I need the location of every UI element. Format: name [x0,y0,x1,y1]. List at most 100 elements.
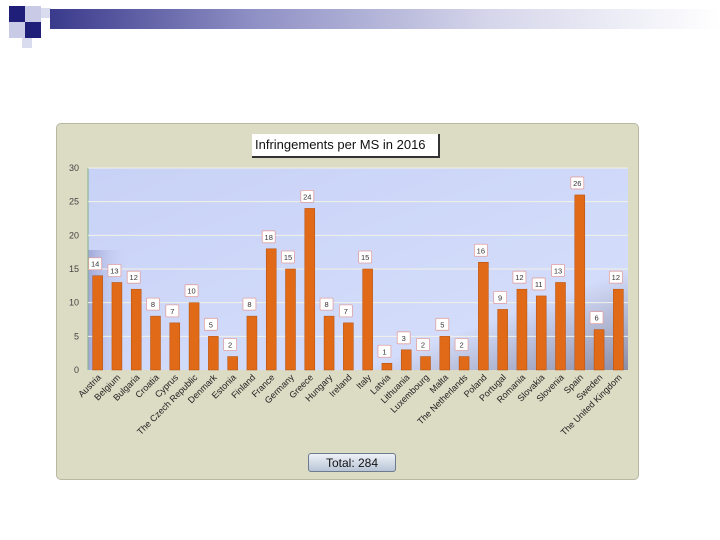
data-label-box [242,297,257,311]
deco-square [25,6,41,22]
data-label: 16 [477,246,485,255]
bar [535,295,547,371]
header-gradient-bar [50,9,720,29]
data-label-box [126,270,141,284]
bar [458,356,470,371]
data-label-box [107,264,122,277]
data-label-box [377,344,392,358]
bar [400,349,412,371]
data-label-box [473,243,488,257]
data-label: 12 [515,273,523,282]
bar [265,248,277,371]
data-label-box [281,250,295,264]
data-label-box [416,338,430,351]
bar [169,322,181,371]
data-label: 2 [228,341,232,350]
data-label: 6 [594,314,598,323]
data-label-box [165,304,180,318]
bar [188,302,200,371]
y-tick-label: 20 [69,230,79,240]
bar [555,282,566,371]
data-label: 24 [303,192,311,201]
data-label-box [570,176,585,190]
data-label: 10 [187,287,195,296]
data-label: 8 [151,300,155,309]
deco-square [41,8,51,18]
data-label-box [146,297,160,311]
data-label-box [531,277,546,291]
bar [362,268,373,371]
y-tick-label: 30 [69,163,79,173]
data-label-box [493,290,508,304]
bar [343,322,354,371]
data-label: 8 [247,300,251,309]
bar [227,356,238,371]
data-label-box [512,270,527,284]
deco-square [9,6,25,22]
data-label-box [589,311,604,325]
data-label-box [396,331,411,345]
bar [150,315,161,371]
data-label: 7 [170,307,174,316]
bar [208,336,219,371]
total-badge: Total: 284 [308,453,396,472]
data-label: 26 [573,179,581,188]
bar [593,329,605,371]
y-tick-label: 5 [74,331,79,341]
data-label: 3 [402,334,406,343]
bar [420,356,431,371]
y-tick-label: 0 [74,365,79,375]
bar [323,315,335,371]
data-label-box [608,270,623,284]
data-label-box [88,257,103,271]
y-tick-label: 25 [69,197,79,207]
y-tick-label: 15 [69,264,79,274]
data-label: 12 [130,273,138,282]
bar [304,208,316,371]
bar [516,288,528,371]
bar [497,309,508,371]
data-label: 13 [110,266,118,275]
data-label: 18 [265,233,273,242]
bar [246,315,258,371]
bar [92,275,103,371]
bar [285,268,296,371]
data-label: 1 [382,347,386,356]
deco-square [9,22,25,38]
chart-title: Infringements per MS in 2016 [252,134,440,158]
data-label-box [319,297,334,311]
data-label-box [203,317,218,331]
data-label-box [338,304,353,318]
bar [111,282,123,371]
y-tick-label: 10 [69,298,79,308]
data-label-box [358,250,373,264]
bar [574,194,586,371]
bar [439,336,451,371]
data-label: 15 [361,253,369,262]
deco-square [25,22,41,38]
data-label: 2 [421,341,425,350]
data-label: 13 [554,266,562,275]
data-label: 2 [459,341,463,350]
data-label-box [184,284,199,298]
data-label: 15 [284,253,292,262]
data-label: 7 [344,307,348,316]
data-label: 9 [498,293,502,302]
bar [478,262,489,371]
bar [613,288,624,371]
data-label: 12 [612,273,620,282]
data-label-box [551,264,565,277]
data-label: 5 [209,320,213,329]
data-label: 14 [91,260,99,269]
data-label-box [435,317,450,331]
data-label: 11 [535,280,543,289]
data-label-box [454,338,469,351]
data-label: 5 [440,320,444,329]
data-label-box [300,189,315,203]
data-label-box [261,230,276,244]
deco-square [22,38,32,48]
data-label: 8 [324,300,328,309]
bar [130,288,142,371]
data-label-box [223,338,238,351]
